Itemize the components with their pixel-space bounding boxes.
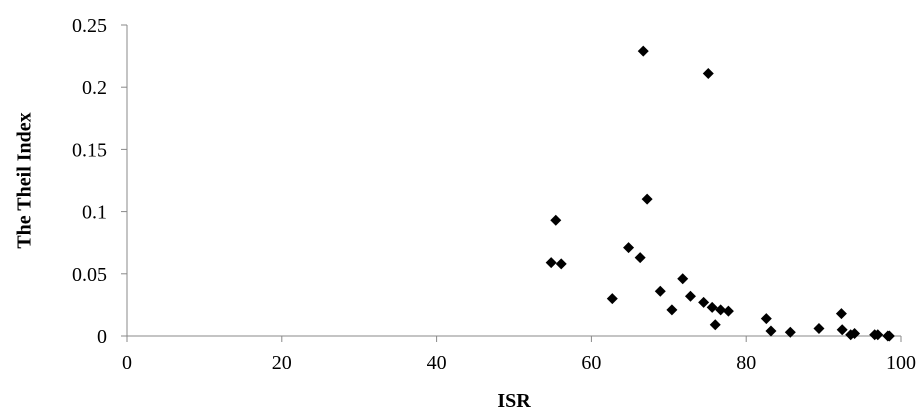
y-tick-label: 0.1 xyxy=(82,202,107,224)
data-point-marker xyxy=(722,305,734,317)
y-tick-label: 0.15 xyxy=(72,139,107,161)
data-point-marker xyxy=(606,293,618,305)
tick-labels: 0 20 40 60 80 100 0 0.05 0.1 0.15 0.2 0.25 xyxy=(72,15,916,374)
x-axis-title: ISR xyxy=(497,390,531,412)
data-point-marker xyxy=(545,257,557,269)
data-point-marker xyxy=(784,326,796,338)
data-point-marker xyxy=(715,304,727,316)
data-points xyxy=(545,45,895,342)
data-point-marker xyxy=(634,252,646,264)
data-point-marker xyxy=(654,285,666,297)
data-point-marker xyxy=(702,68,714,80)
x-tick-label: 100 xyxy=(886,352,916,374)
x-tick-label: 40 xyxy=(427,352,447,374)
data-point-marker xyxy=(849,328,861,340)
data-point-marker xyxy=(623,242,635,254)
y-tick-label: 0.05 xyxy=(72,264,107,286)
data-point-marker xyxy=(836,324,848,336)
data-point-marker xyxy=(698,296,710,308)
data-point-marker xyxy=(883,330,895,342)
data-point-marker xyxy=(666,304,678,316)
data-point-marker xyxy=(677,273,689,285)
data-point-marker xyxy=(709,319,721,331)
data-point-marker xyxy=(872,329,884,341)
data-point-marker xyxy=(706,301,718,313)
y-tick-label: 0.25 xyxy=(72,15,107,37)
data-point-marker xyxy=(760,313,772,325)
data-point-marker xyxy=(637,45,649,57)
y-tick-label: 0.2 xyxy=(82,77,107,99)
data-point-marker xyxy=(813,323,825,335)
data-point-marker xyxy=(835,308,847,320)
data-point-marker xyxy=(550,214,562,226)
x-tick-label: 60 xyxy=(581,352,601,374)
y-tick-label: 0 xyxy=(97,326,107,348)
x-tick-label: 80 xyxy=(736,352,756,374)
y-axis-title: The Theil Index xyxy=(14,112,36,248)
data-point-marker xyxy=(641,193,653,205)
x-tick-label: 20 xyxy=(272,352,292,374)
data-point-marker xyxy=(765,325,777,337)
axes xyxy=(121,24,902,342)
data-point-marker xyxy=(555,258,567,270)
data-point-marker xyxy=(684,290,696,302)
x-tick-label: 0 xyxy=(122,352,132,374)
